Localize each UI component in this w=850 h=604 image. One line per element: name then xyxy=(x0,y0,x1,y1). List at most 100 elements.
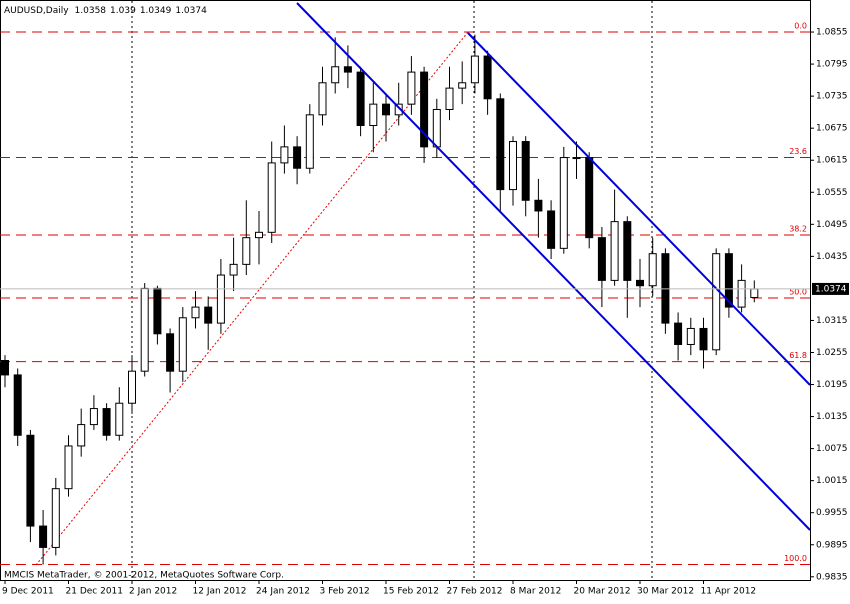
candle-body xyxy=(394,103,403,116)
footer: MMCIS MetaTrader, © 2001-2012, MetaQuote… xyxy=(4,571,284,581)
channel-line-lower xyxy=(296,2,811,531)
x-tick-label: 8 Mar 2012 xyxy=(510,587,561,597)
y-tick-label: 1.0435 xyxy=(816,252,848,262)
candle-body xyxy=(293,146,302,169)
plot-frame xyxy=(0,0,811,581)
candle-body xyxy=(255,231,263,239)
candle-body xyxy=(597,237,606,281)
candle-body xyxy=(369,103,378,127)
candle-body xyxy=(445,87,454,110)
y-tick-label: 0.9955 xyxy=(816,508,848,518)
y-tick-label: 1.0555 xyxy=(816,188,848,198)
y-tick-label: 1.0855 xyxy=(816,28,848,38)
x-tick-label: 21 Dec 2011 xyxy=(66,587,124,597)
candle-body xyxy=(64,445,73,490)
x-tick-label: 24 Jan 2012 xyxy=(256,587,310,597)
candle-body xyxy=(686,327,695,345)
candle-body xyxy=(331,66,340,84)
y-tick-label: 1.0015 xyxy=(816,476,848,486)
candle-body xyxy=(432,108,441,148)
candle-body xyxy=(534,199,543,212)
candle-body xyxy=(166,333,175,372)
ohlc-low: 1.0349 xyxy=(140,6,172,16)
candle-body xyxy=(267,162,276,233)
y-tick-label: 1.0195 xyxy=(816,380,848,390)
candle-body xyxy=(458,82,467,89)
candle-body xyxy=(636,279,644,287)
x-tick-label: 20 Mar 2012 xyxy=(574,587,631,597)
last-price-label: 1.0374 xyxy=(815,284,847,294)
candles xyxy=(1,34,759,565)
y-tick-label: 1.0075 xyxy=(816,444,848,454)
candle-body xyxy=(483,55,492,100)
candle-body xyxy=(585,157,594,239)
y-tick-label: 1.0795 xyxy=(816,60,848,70)
candle-body xyxy=(661,253,670,324)
candle-body xyxy=(724,253,733,308)
candle-body xyxy=(89,408,98,426)
candle-body xyxy=(382,103,390,116)
x-tick-label: 2 Jan 2012 xyxy=(129,587,177,597)
candle-body xyxy=(356,71,365,127)
candle-body xyxy=(216,274,225,324)
y-tick-label: 1.0255 xyxy=(816,348,848,358)
x-tick-label: 30 Mar 2012 xyxy=(637,587,694,597)
candle-body xyxy=(13,374,22,436)
fibo-label: 23.6 xyxy=(789,147,807,156)
candle-body xyxy=(305,114,314,169)
x-tick-label: 11 Apr 2012 xyxy=(701,587,757,597)
candle-body xyxy=(699,327,708,351)
candle-body xyxy=(496,98,505,191)
candle-body xyxy=(521,141,530,201)
y-tick-label: 1.0495 xyxy=(816,220,848,230)
candle-body xyxy=(610,221,619,281)
candle-body xyxy=(102,408,111,436)
candle-body xyxy=(572,157,581,160)
candle-body xyxy=(318,82,327,116)
channel-line-upper xyxy=(467,32,811,386)
candle-body xyxy=(204,306,213,324)
candle-body xyxy=(39,525,48,548)
fibo-group: 0.0 23.6 38.2 50.0 61.8 100.0 xyxy=(0,22,810,566)
candle-body xyxy=(343,66,352,73)
candle-body xyxy=(191,306,200,319)
candle-body xyxy=(280,146,289,164)
candle-body xyxy=(547,210,556,249)
x-tick-label: 12 Jan 2012 xyxy=(193,587,247,597)
candle-body xyxy=(470,55,479,84)
fibo-label: 100.0 xyxy=(784,554,807,563)
x-tick-label: 15 Feb 2012 xyxy=(383,587,439,597)
candle-body xyxy=(153,287,162,335)
fibo-label: 61.8 xyxy=(789,351,807,360)
fibo-label: 38.2 xyxy=(789,224,807,233)
candle-body xyxy=(420,71,429,148)
candle-body xyxy=(140,287,149,372)
fibo-label: 0.0 xyxy=(794,22,807,31)
candle-body xyxy=(509,141,517,191)
y-tick-label: 0.9895 xyxy=(816,540,848,550)
candle-body xyxy=(407,71,416,105)
candle-body xyxy=(648,253,657,287)
candle-body xyxy=(1,359,9,376)
y-tick-label: 1.0735 xyxy=(816,92,848,102)
candle-body xyxy=(737,279,746,308)
ohlc-high: 1.039 xyxy=(110,6,136,16)
symbol: AUDUSD,Daily xyxy=(4,6,69,16)
y-tick-label: 1.0315 xyxy=(816,316,848,326)
candle-body xyxy=(115,402,124,436)
candle-body xyxy=(559,157,568,249)
candle-body xyxy=(750,288,759,298)
ohlc-close: 1.0374 xyxy=(175,6,207,16)
x-tick-label: 3 Feb 2012 xyxy=(320,587,370,597)
x-tick-label: 9 Dec 2011 xyxy=(2,587,54,597)
candle-body xyxy=(674,322,683,345)
candle-body xyxy=(77,424,86,447)
candle-body xyxy=(26,434,35,527)
y-tick-label: 1.0615 xyxy=(816,156,848,166)
candle-body xyxy=(242,237,251,265)
candle-body xyxy=(229,263,238,276)
candle-body xyxy=(712,253,721,351)
ohlc-open: 1.0358 xyxy=(75,6,107,16)
